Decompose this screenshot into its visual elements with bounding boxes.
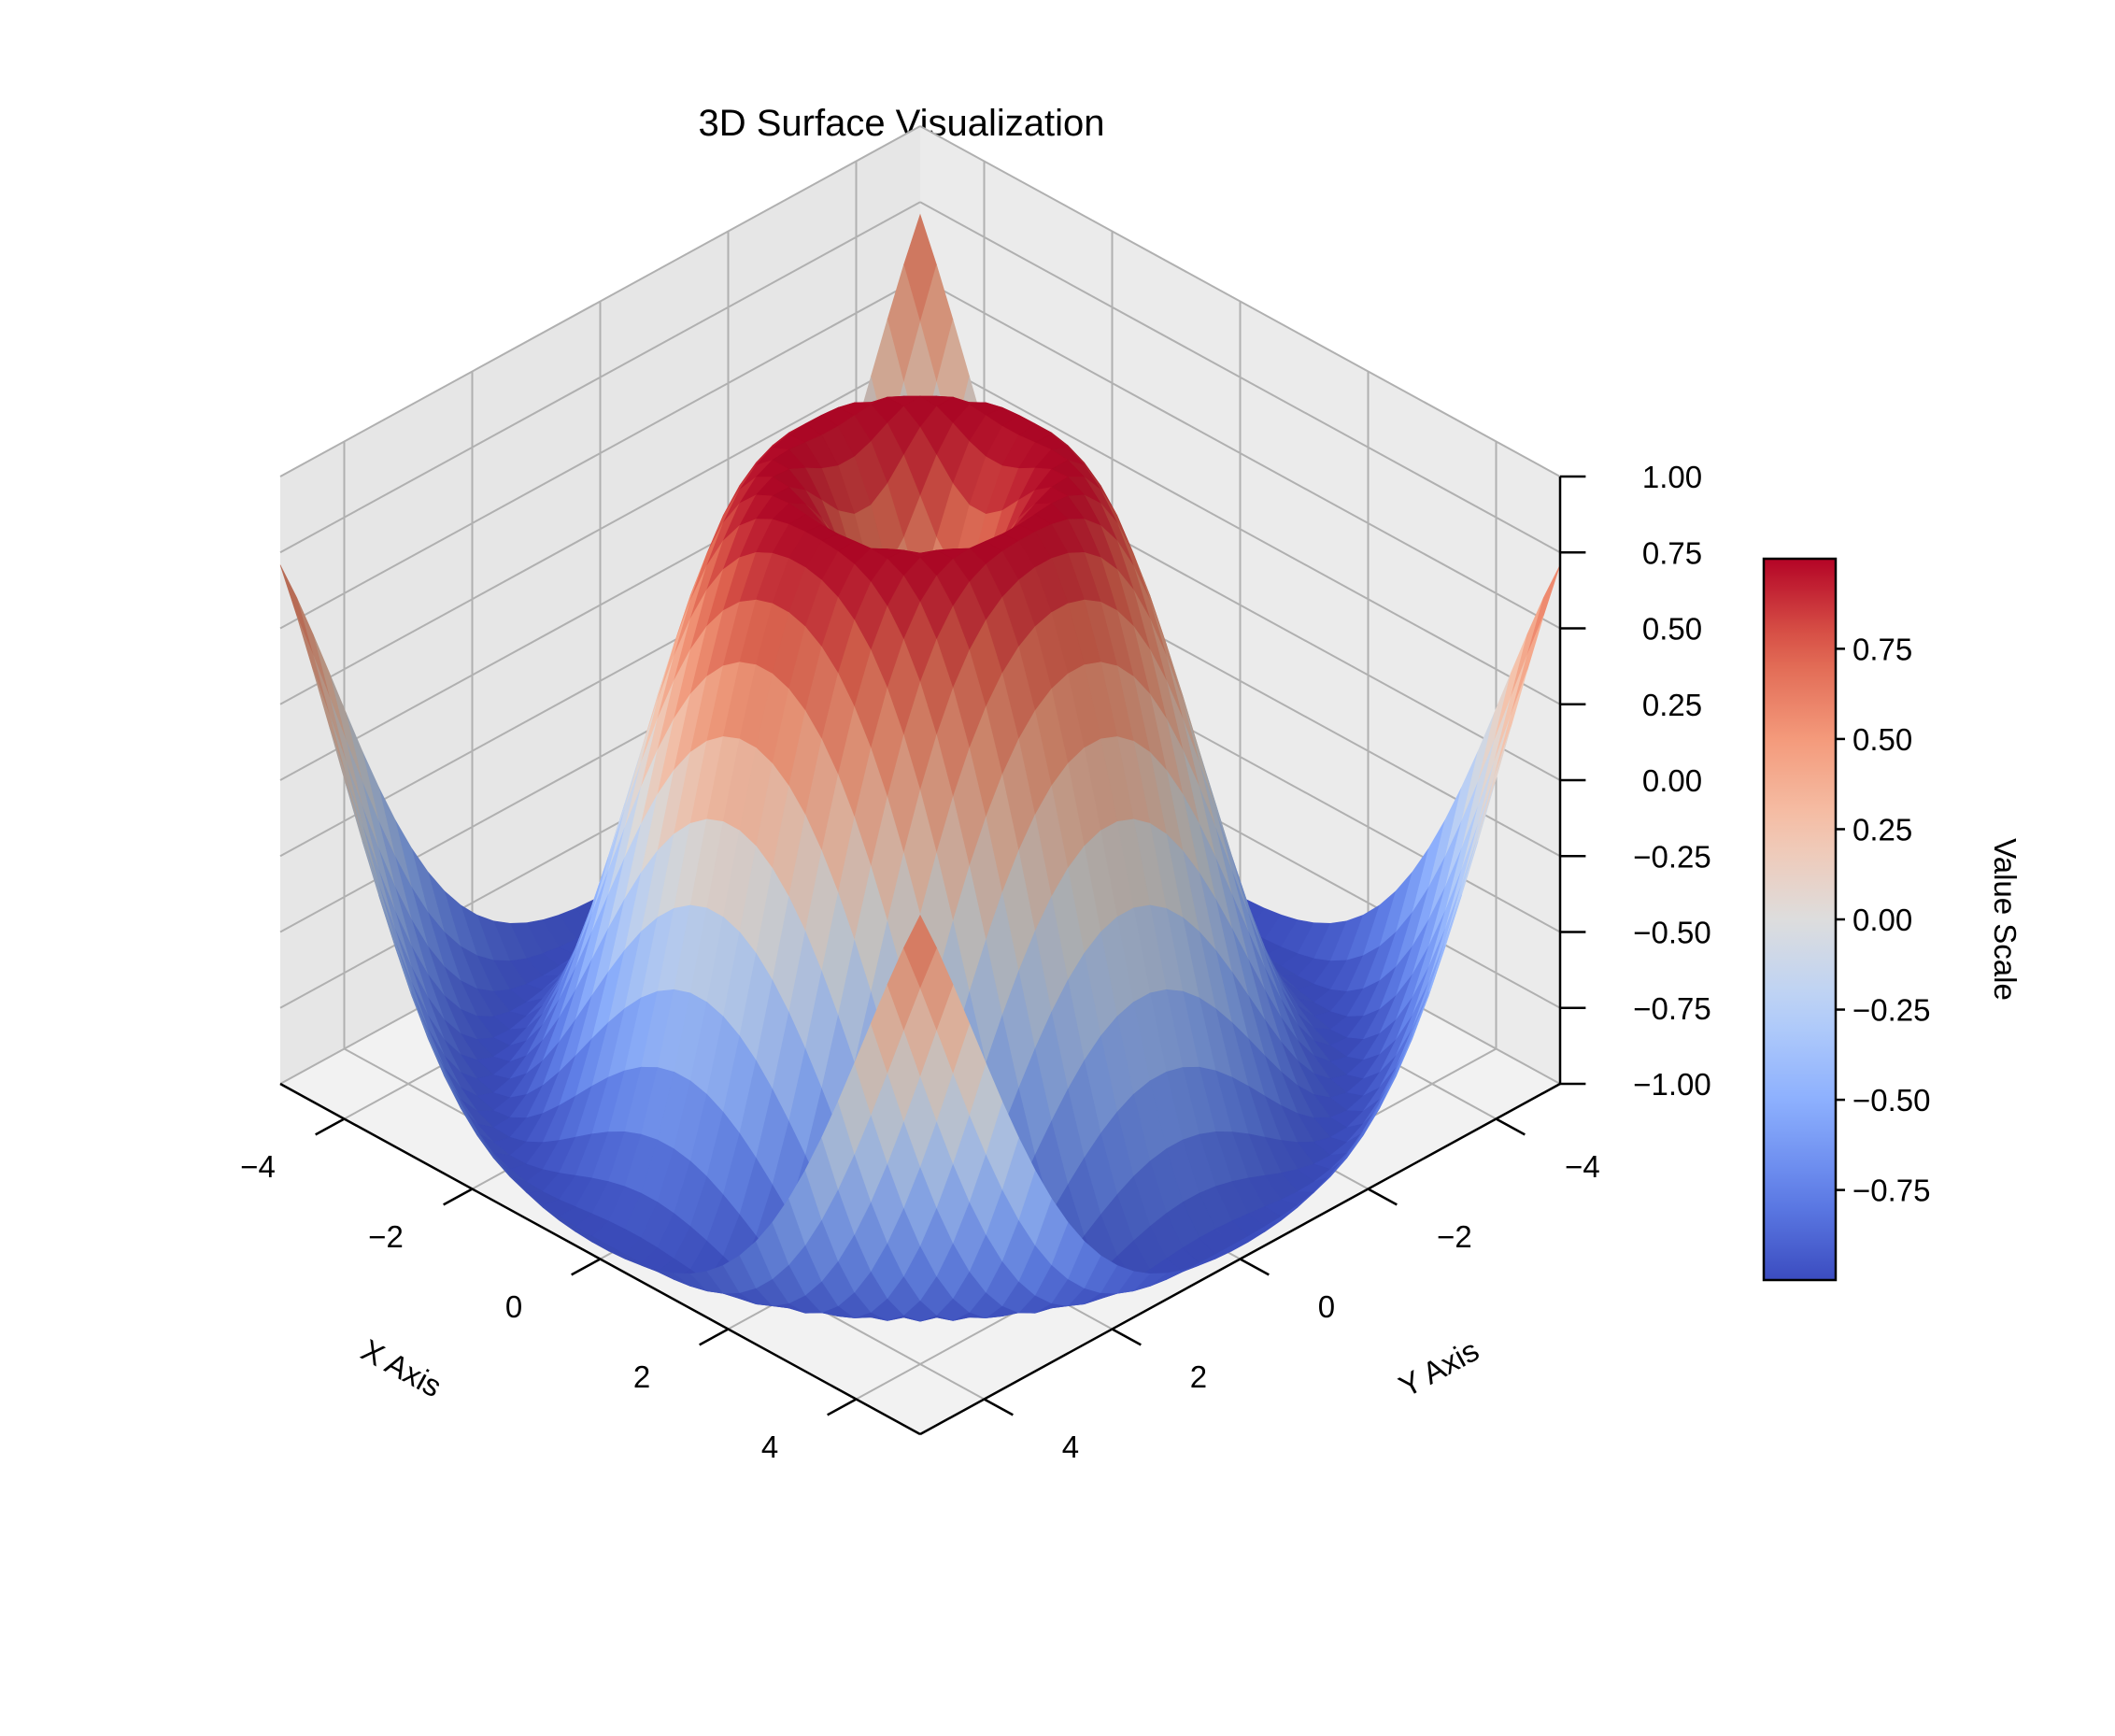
colorbar-tick-label: 0.75 [1852,632,1912,666]
colorbar-tick-label: 0.25 [1852,812,1912,847]
colorbar: −0.75 −0.50 −0.25 0.00 0.25 0.50 0.75 Value Sca… [1762,557,2023,1282]
wall-gridline-z [919,125,1561,477]
wall-gridline-z [919,352,1561,705]
z-tick-label: −0.50 [1633,916,1711,950]
y-tick-label: −2 [1437,1219,1472,1254]
z-tick-label: 0.75 [1642,535,1702,570]
colorbar-scale [1762,557,1838,1282]
y-tick [983,1398,1014,1416]
z-tick-label: −0.25 [1633,839,1711,874]
y-tick-label: −4 [1565,1149,1600,1184]
wall-gridline-z [279,201,921,554]
colorbar-label: Value Scale [1988,838,2023,1001]
y-tick [1111,1328,1142,1346]
x-tick [571,1258,602,1276]
x-tick-label: −2 [368,1219,404,1254]
y-tick [1495,1117,1526,1136]
y-tick-label: 4 [1062,1430,1079,1464]
wall-gridline-z [279,125,921,477]
axes-group: −4 −2 0 2 4 X Axis −4 −2 0 2 4 Y Axis −1.00 −0.75 −0.5… [240,460,1711,1464]
z-tick-label: 0.00 [1642,763,1702,798]
wall-gridline-z [919,201,1561,554]
wall-gridline-z [279,352,921,705]
colorbar-tick-label: −0.75 [1852,1174,1931,1208]
x-tick-label: 0 [505,1289,522,1324]
colorbar-tick-label: 0.50 [1852,722,1912,757]
wall-gridline-z [919,277,1561,630]
z-tick-label: 0.25 [1642,688,1702,722]
wall-gridline-z [279,277,921,630]
x-tick-label: −4 [240,1149,276,1184]
surface-facet [903,914,937,989]
colorbar-tick-label: −0.50 [1852,1083,1931,1117]
x-tick [443,1188,474,1206]
y-axis-label: Y Axis [1393,1332,1484,1403]
x-tick [827,1398,858,1416]
x-axis-label: X Axis [356,1332,447,1403]
y-tick [1367,1188,1398,1206]
x-tick [699,1328,730,1346]
surface-plot [279,213,1561,1322]
x-tick-label: 2 [633,1359,650,1394]
z-tick-label: −1.00 [1633,1067,1711,1102]
y-tick [1239,1258,1270,1276]
z-tick-label: 0.50 [1642,612,1702,647]
y-tick-label: 0 [1318,1289,1335,1324]
z-tick-label: 1.00 [1642,460,1702,494]
y-tick-label: 2 [1190,1359,1207,1394]
z-tick-label: −0.75 [1633,991,1711,1026]
x-tick [315,1117,346,1136]
x-tick-label: 4 [761,1430,778,1464]
colorbar-tick-label: 0.00 [1852,903,1912,937]
colorbar-tick-label: −0.25 [1852,993,1931,1028]
